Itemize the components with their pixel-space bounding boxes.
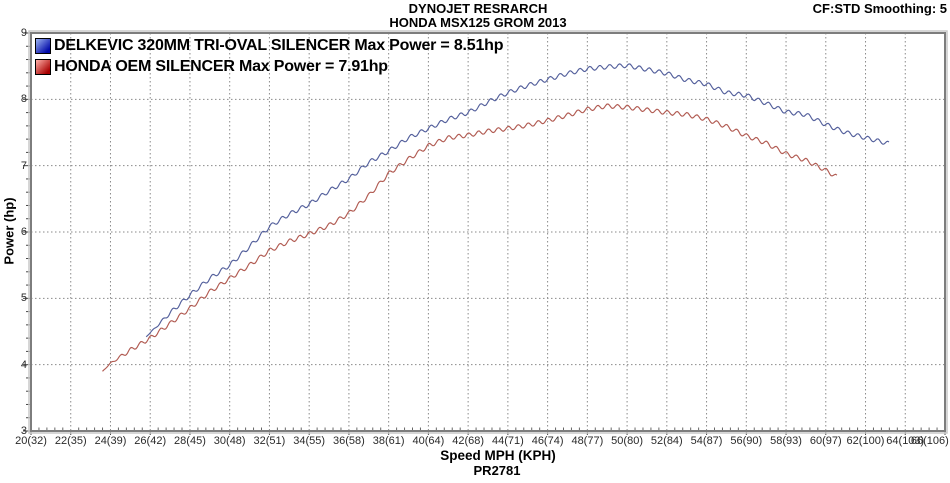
legend-row-delkevic: DELKEVIC 320MM TRI-OVAL SILENCER Max Pow… xyxy=(35,35,504,56)
y-tick-label: 3 xyxy=(20,425,27,437)
x-tick-label: 42(68) xyxy=(452,435,485,447)
y-tick-label: 4 xyxy=(20,358,27,371)
x-tick-label: 62(100) xyxy=(846,435,885,447)
x-axis-title: Speed MPH (KPH) xyxy=(440,448,556,463)
x-tick-label: 22(35) xyxy=(54,435,87,447)
x-tick-label: 26(42) xyxy=(134,435,167,447)
run-id-label: PR2781 xyxy=(473,463,521,478)
y-tick-label: 6 xyxy=(20,226,27,238)
honda-oem-series-swatch-icon xyxy=(35,58,51,75)
x-tick-label: 36(58) xyxy=(333,435,365,447)
y-tick-label: 9 xyxy=(20,27,27,39)
dyno-title: DYNOJET RESRARCH xyxy=(408,1,548,16)
y-tick-label: 5 xyxy=(20,292,27,305)
x-tick-label: 32(51) xyxy=(253,435,286,447)
x-tick-label: 48(77) xyxy=(571,435,604,447)
y-axis-title: Power (hp) xyxy=(1,197,17,265)
x-tick-label: 66(106) xyxy=(910,435,949,447)
x-tick-label: 20(32) xyxy=(15,435,47,447)
x-tick-label: 38(61) xyxy=(372,435,405,447)
legend-label-honda-oem: HONDA OEM SILENCER Max Power = 7.91hp xyxy=(54,57,388,75)
y-tick-label: 8 xyxy=(20,93,27,106)
x-tick-label: 44(71) xyxy=(491,435,524,447)
x-tick-label: 52(84) xyxy=(650,435,683,447)
x-tick-label: 30(48) xyxy=(213,435,246,447)
plot-frame-bevel xyxy=(28,30,948,434)
smoothing-setting: CF:STD Smoothing: 5 xyxy=(812,1,947,16)
x-tick-label: 64(103) xyxy=(886,435,925,447)
x-tick-label: 58(93) xyxy=(770,435,802,447)
x-tick-label: 46(74) xyxy=(531,435,564,447)
legend-label-delkevic: DELKEVIC 320MM TRI-OVAL SILENCER Max Pow… xyxy=(54,36,504,54)
chart-legend: DELKEVIC 320MM TRI-OVAL SILENCER Max Pow… xyxy=(35,35,504,77)
x-tick-label: 40(64) xyxy=(412,435,445,447)
vehicle-title: HONDA MSX125 GROM 2013 xyxy=(389,15,567,30)
x-tick-label: 60(97) xyxy=(809,435,842,447)
series-curve-delkevic xyxy=(145,63,890,338)
x-tick-label: 28(45) xyxy=(174,435,206,447)
series-curve-honda-oem xyxy=(102,103,838,372)
y-tick-label: 7 xyxy=(20,159,27,172)
x-tick-label: 34(55) xyxy=(293,435,326,447)
x-tick-label: 50(80) xyxy=(611,435,643,447)
legend-row-honda-oem: HONDA OEM SILENCER Max Power = 7.91hp xyxy=(35,56,503,77)
x-tick-label: 24(39) xyxy=(94,435,127,447)
x-tick-label: 54(87) xyxy=(690,435,723,447)
delkevic-series-swatch-icon xyxy=(35,37,51,54)
plot-frame xyxy=(30,32,946,432)
x-tick-label: 56(90) xyxy=(730,435,763,447)
